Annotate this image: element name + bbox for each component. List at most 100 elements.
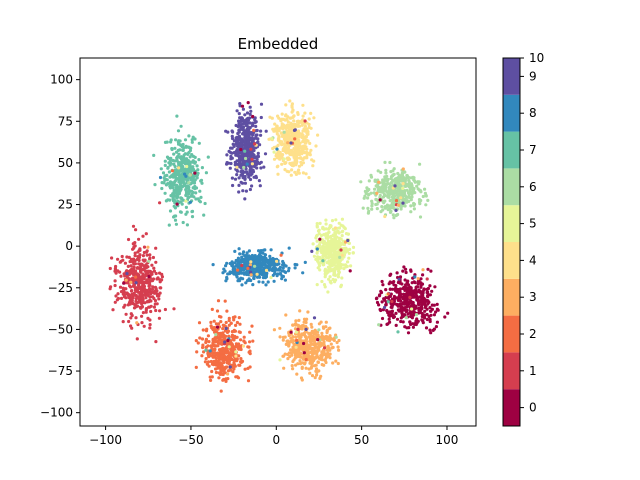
data-point-class-2	[233, 334, 237, 338]
data-point-class-8	[240, 255, 244, 259]
data-point-class-7	[187, 150, 191, 155]
data-point-class-0	[239, 147, 243, 152]
data-point-class-1	[152, 266, 156, 270]
data-point-class-1	[141, 272, 145, 276]
data-point-class-5	[319, 249, 323, 253]
data-point-class-8	[283, 278, 287, 282]
data-point-class-5	[342, 225, 346, 229]
data-point-class-6	[361, 206, 365, 210]
data-point-class-6	[423, 187, 427, 191]
data-point-class-0	[423, 302, 427, 307]
data-point-class-7	[169, 194, 173, 198]
data-point-class-1	[157, 316, 161, 320]
data-point-class-1	[121, 292, 125, 296]
data-point-class-2	[224, 378, 228, 382]
data-point-class-2	[221, 323, 225, 327]
data-point-class-3	[287, 330, 291, 334]
data-point-class-6	[374, 197, 378, 201]
data-point-class-7	[171, 173, 175, 177]
data-point-class-1	[137, 258, 141, 262]
data-point-class-4	[296, 124, 300, 128]
data-point-class-2	[225, 355, 229, 359]
data-point-class-2	[209, 320, 213, 324]
data-point-class-9	[241, 127, 245, 132]
data-point-class-3	[318, 376, 322, 380]
data-point-class-0	[384, 295, 388, 300]
data-point-class-6	[359, 180, 363, 184]
data-point-class-6	[416, 187, 420, 191]
data-point-class-7	[199, 195, 203, 199]
data-point-class-6	[403, 194, 407, 198]
data-point-class-4	[296, 119, 300, 123]
data-point-class-9	[230, 136, 235, 141]
data-point-class-1	[140, 321, 144, 325]
data-point-class-8	[243, 254, 247, 258]
data-point-class-7	[167, 223, 171, 227]
data-point-class-1	[140, 305, 144, 309]
data-point-class-2	[205, 327, 209, 331]
data-point-class-1	[129, 312, 133, 316]
data-point-class-2	[237, 316, 241, 320]
data-point-class-8	[231, 271, 235, 275]
colorbar-tick-label: 5	[529, 217, 537, 231]
x-tick-label: 100	[436, 433, 459, 447]
data-point-class-4	[275, 124, 279, 128]
data-point-class-7	[165, 140, 169, 144]
data-point-class-9	[225, 161, 229, 165]
data-point-class-8	[258, 260, 262, 264]
data-point-class-0	[427, 314, 431, 319]
data-point-class-5	[334, 244, 338, 248]
data-point-class-7	[163, 191, 167, 195]
data-point-class-2	[248, 340, 252, 344]
data-point-class-5	[334, 234, 338, 238]
data-point-class-4	[287, 157, 291, 161]
data-point-class-3	[314, 351, 318, 355]
data-point-class-3	[313, 338, 317, 342]
y-axis-ticks: −100 −75 −50 −25 0 25 50 75 100	[40, 73, 80, 420]
data-point-class-0	[412, 307, 416, 311]
data-point-class-3	[310, 361, 314, 365]
data-point-class-9	[245, 152, 249, 156]
data-point-class-7	[175, 177, 179, 181]
data-point-class-2	[223, 299, 227, 303]
data-point-class-7	[176, 129, 181, 133]
data-point-class-7	[175, 114, 179, 118]
data-point-class-0	[423, 316, 427, 320]
data-point-class-4	[280, 162, 284, 166]
data-point-class-0	[426, 292, 430, 297]
data-point-class-7	[185, 210, 189, 214]
data-point-class-8	[287, 266, 291, 270]
colorbar-tick-label: 7	[529, 143, 537, 157]
data-point-class-0	[384, 288, 388, 292]
colorbar-tick-label: 0	[529, 401, 537, 415]
data-point-class-4	[177, 166, 181, 170]
y-tick-label: −50	[48, 322, 73, 336]
data-point-class-3	[330, 337, 334, 341]
data-point-class-1	[249, 147, 253, 151]
data-point-class-7	[186, 196, 190, 200]
data-point-class-0	[419, 281, 423, 285]
data-point-class-9	[223, 340, 227, 344]
data-point-class-6	[426, 198, 430, 202]
data-point-class-9	[252, 175, 256, 179]
data-point-class-2	[206, 334, 210, 338]
data-point-class-0	[240, 104, 245, 108]
data-point-class-7	[163, 159, 167, 163]
data-point-class-5	[335, 267, 339, 271]
data-point-class-9	[243, 197, 247, 201]
data-point-class-6	[392, 200, 396, 204]
data-point-class-4	[272, 157, 277, 161]
data-point-class-1	[140, 291, 144, 295]
data-point-class-4	[288, 99, 292, 103]
data-point-class-1	[134, 272, 138, 276]
data-point-class-8	[243, 271, 247, 275]
data-point-class-1	[132, 265, 136, 269]
data-point-class-7	[172, 162, 176, 166]
data-point-class-4	[309, 148, 313, 152]
colorbar-tick-label: 8	[529, 106, 537, 120]
data-point-class-8	[247, 249, 251, 253]
data-point-class-9	[243, 145, 247, 149]
data-point-class-7	[321, 259, 325, 263]
data-point-class-1	[150, 263, 154, 267]
data-point-class-1	[425, 277, 429, 281]
